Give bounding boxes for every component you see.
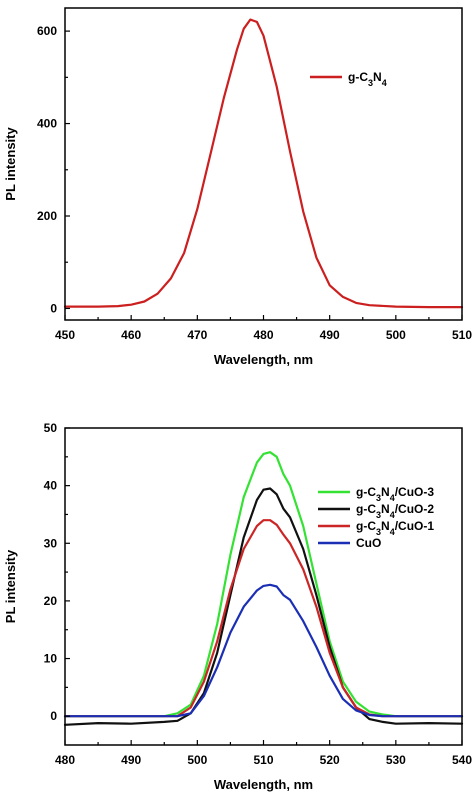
legend-label: g-C3N4 <box>348 70 387 88</box>
y-tick-label: 200 <box>37 209 57 223</box>
x-tick-label: 530 <box>386 753 406 767</box>
y-tick-label: 50 <box>44 421 58 435</box>
series-line-1 <box>63 18 464 309</box>
x-tick-label: 510 <box>452 328 472 342</box>
y-tick-label: 600 <box>37 24 57 38</box>
x-tick-label: 500 <box>187 753 207 767</box>
y-tick-label: 30 <box>44 536 58 550</box>
x-tick-label: 490 <box>121 753 141 767</box>
y-axis-label: PL intensity <box>3 549 18 623</box>
legend-label: g-C3N4/CuO-3 <box>356 485 434 503</box>
y-axis-label: PL intensity <box>3 127 18 201</box>
chart-2: 480 490 500 510 520 530 540 0 10 20 30 40 50 Waveleng… <box>3 421 472 792</box>
x-tick-label: 510 <box>253 753 273 767</box>
x-tick-label: 450 <box>55 328 75 342</box>
legend-label: g-C3N4/CuO-1 <box>356 519 434 537</box>
legend-label: g-C3N4/CuO-2 <box>356 502 434 520</box>
y-tick-label: 0 <box>50 301 57 315</box>
y-tick-label: 400 <box>37 117 57 131</box>
x-tick-label: 480 <box>55 753 75 767</box>
series-line-4 <box>63 583 464 718</box>
y-tick-label: 40 <box>44 479 58 493</box>
x-tick-label: 470 <box>187 328 207 342</box>
x-tick-label: 460 <box>121 328 141 342</box>
series-line-3 <box>63 519 464 718</box>
y-tick-label: 10 <box>44 652 58 666</box>
legend: g-C3N4 <box>310 70 387 88</box>
plot-frame <box>64 7 463 321</box>
y-tick-label: 20 <box>44 594 58 608</box>
x-tick-label: 480 <box>253 328 273 342</box>
legend-label: CuO <box>356 536 381 550</box>
x-axis-label: Wavelength, nm <box>214 352 313 367</box>
series-line-1 <box>63 451 464 718</box>
x-tick-label: 490 <box>320 328 340 342</box>
x-tick-label: 520 <box>320 753 340 767</box>
series-line-2 <box>63 487 464 726</box>
x-tick-label: 540 <box>452 753 472 767</box>
x-axis-label: Wavelength, nm <box>214 777 313 792</box>
x-tick-label: 500 <box>386 328 406 342</box>
chart-1: 450 460 470 480 490 500 510 0 200 400 600 Wavelengt… <box>3 7 472 367</box>
y-tick-label: 0 <box>50 709 57 723</box>
